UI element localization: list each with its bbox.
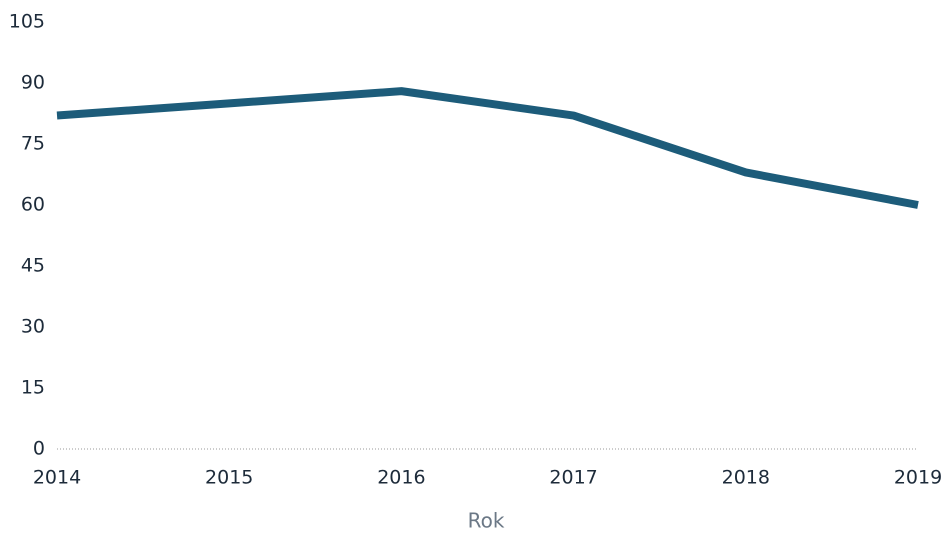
y-tick-label: 75 <box>21 133 45 155</box>
y-tick-label: 0 <box>33 438 45 460</box>
x-tick-label: 2014 <box>33 467 81 489</box>
y-tick-label: 105 <box>9 11 45 33</box>
data-line <box>56 87 919 209</box>
x-tick-label: 2019 <box>894 467 942 489</box>
x-tick-label: 2015 <box>205 467 253 489</box>
y-tick-label: 30 <box>21 316 45 338</box>
x-tick-label: 2018 <box>722 467 770 489</box>
y-tick-label: 60 <box>21 194 45 216</box>
y-tick-label: 90 <box>21 72 45 94</box>
x-tick-label: 2016 <box>377 467 425 489</box>
x-axis-title: Rok <box>468 509 505 533</box>
y-tick-label: 45 <box>21 255 45 277</box>
x-tick-label: 2017 <box>549 467 597 489</box>
y-tick-label: 15 <box>21 377 45 399</box>
